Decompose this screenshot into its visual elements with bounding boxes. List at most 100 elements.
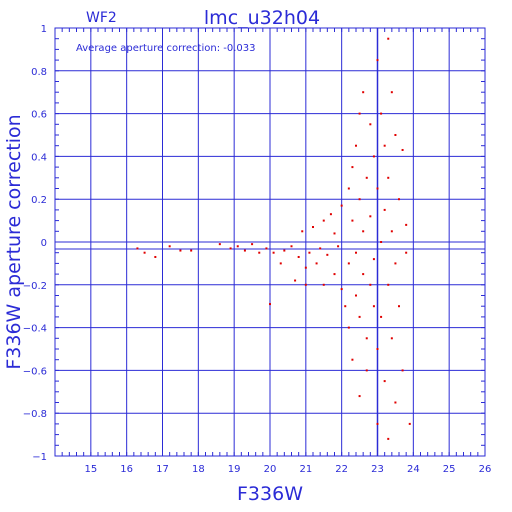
y-tick-label: 0.4 — [31, 152, 47, 163]
data-point — [322, 283, 325, 286]
data-point — [365, 176, 368, 179]
average-annotation: Average aperture correction: -0.033 — [76, 43, 256, 54]
data-point — [387, 37, 390, 40]
data-point — [179, 249, 182, 252]
x-tick-label: 19 — [228, 464, 241, 475]
data-point — [347, 187, 350, 190]
data-point — [315, 262, 318, 265]
tick-labels: 15 16 17 18 19 20 21 22 23 24 25 26 −1 −0.8 −0.6 −0.4 −0… — [23, 24, 492, 475]
y-tick-label: 0.6 — [31, 110, 47, 121]
data-point — [362, 230, 365, 233]
data-point — [380, 315, 383, 318]
data-point — [365, 369, 368, 372]
data-point — [405, 251, 408, 254]
data-point — [376, 422, 379, 425]
data-point — [265, 247, 268, 250]
data-point — [358, 112, 361, 115]
data-point — [372, 258, 375, 261]
data-point — [408, 422, 411, 425]
data-point — [380, 241, 383, 243]
data-point — [168, 245, 171, 248]
data-point — [369, 283, 372, 286]
data-point — [358, 315, 361, 318]
data-point — [394, 401, 397, 404]
data-point — [398, 198, 400, 201]
data-point — [308, 251, 311, 254]
data-point — [269, 303, 271, 306]
data-point — [401, 369, 404, 372]
x-axis-label: F336W — [237, 483, 303, 505]
data-point — [376, 348, 379, 350]
x-tick-label: 21 — [299, 464, 312, 475]
data-point — [383, 144, 386, 147]
y-tick-label: −0.6 — [23, 366, 47, 377]
data-point — [372, 155, 375, 158]
data-point — [333, 232, 336, 235]
y-axis-label: F336W aperture correction — [3, 114, 25, 369]
chart-title: lmc_u32h04 — [204, 7, 320, 29]
data-point — [355, 144, 357, 147]
data-point — [347, 326, 350, 329]
x-tick-label: 22 — [335, 464, 348, 475]
data-point — [351, 219, 354, 222]
data-point — [326, 253, 329, 256]
y-tick-label: −0.8 — [23, 409, 47, 420]
data-point — [390, 337, 393, 340]
data-point — [390, 91, 393, 94]
data-point — [294, 279, 297, 282]
y-tick-label: 0.8 — [31, 67, 47, 78]
data-point — [390, 230, 393, 233]
data-point — [394, 262, 397, 265]
data-point — [312, 226, 314, 229]
x-tick-label: 15 — [84, 464, 97, 475]
x-tick-label: 25 — [443, 464, 456, 475]
plot-frame — [54, 27, 486, 457]
y-tick-label: 1 — [41, 24, 47, 35]
y-tick-label: −0.4 — [23, 324, 47, 335]
reference-lines — [55, 28, 485, 456]
data-point — [283, 249, 286, 252]
data-point — [398, 305, 400, 308]
chip-label: WF2 — [86, 10, 117, 26]
data-point — [243, 249, 246, 252]
x-tick-label: 17 — [156, 464, 169, 475]
data-point — [394, 134, 397, 136]
data-point — [329, 213, 332, 216]
data-point — [405, 223, 408, 226]
data-point — [351, 166, 354, 169]
data-point — [319, 247, 322, 250]
data-point — [372, 305, 375, 308]
data-point — [347, 262, 350, 265]
data-points — [136, 37, 411, 440]
x-tick-label: 26 — [479, 464, 492, 475]
y-tick-label: −0.2 — [23, 281, 47, 292]
data-point — [304, 283, 307, 286]
x-tick-label: 24 — [407, 464, 420, 475]
x-tick-label: 23 — [371, 464, 384, 475]
x-tick-label: 20 — [264, 464, 277, 475]
data-point — [340, 204, 343, 207]
data-point — [333, 273, 336, 276]
data-point — [344, 305, 347, 308]
data-point — [401, 148, 404, 151]
data-point — [365, 337, 368, 340]
data-point — [337, 245, 340, 248]
data-point — [301, 230, 304, 233]
data-point — [297, 255, 300, 258]
data-point — [229, 247, 232, 250]
data-point — [362, 91, 365, 94]
data-point — [369, 215, 372, 218]
data-point — [258, 251, 261, 254]
x-tick-label: 18 — [192, 464, 205, 475]
data-point — [355, 294, 357, 297]
data-point — [290, 245, 293, 248]
data-point — [355, 251, 357, 254]
data-point — [236, 245, 239, 248]
data-point — [251, 243, 254, 246]
data-point — [279, 262, 282, 265]
data-point — [376, 59, 379, 62]
data-point — [358, 395, 361, 398]
data-point — [154, 255, 157, 258]
data-point — [190, 249, 193, 252]
